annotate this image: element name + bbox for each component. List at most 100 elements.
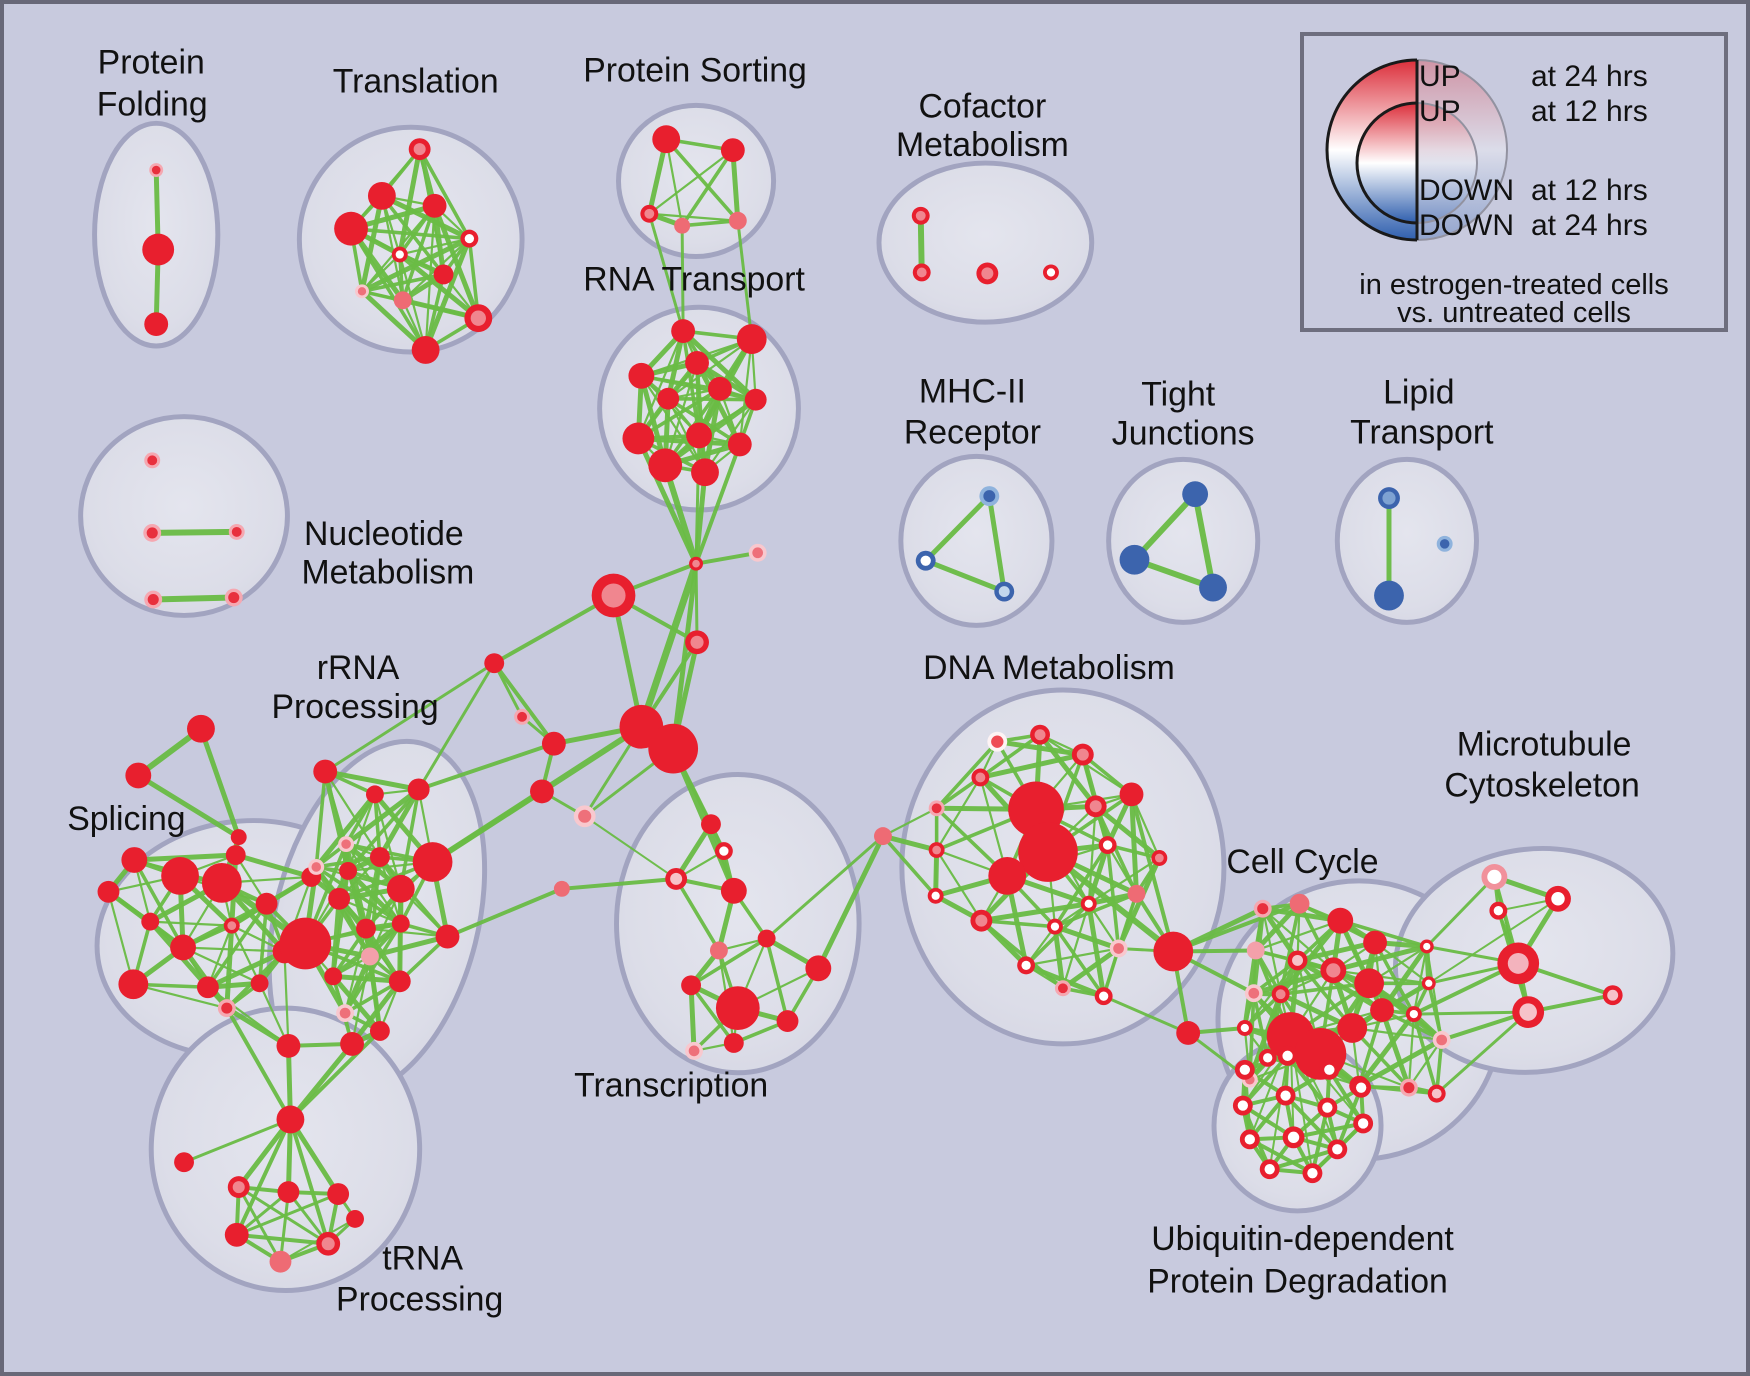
edge-rna_transport (636, 386, 722, 441)
edge-protein_sorting (648, 212, 739, 222)
edge-ubiquitin (1291, 1121, 1366, 1140)
edge-connectors (492, 593, 616, 666)
edge-dna (1093, 803, 1162, 861)
legend-time-label: at 24 hrs (1531, 209, 1648, 242)
link-connectors-rrna (417, 661, 496, 791)
gene-node-dna-8 (1018, 822, 1078, 882)
edge-rrna (313, 791, 378, 870)
edge-protein_sorting (648, 149, 734, 215)
edge-connectors (637, 560, 700, 731)
edge-cellcycle (1261, 907, 1282, 996)
edge-connectors (694, 550, 760, 566)
gene-node-core-ubiquitin-7 (1357, 1118, 1369, 1129)
gene-node-connectors-7 (1153, 931, 1194, 972)
gene-node-protein_sorting-3 (674, 217, 691, 234)
legend-direction-label: UP (1419, 60, 1461, 93)
gene-node-rna_transport-9 (648, 448, 683, 483)
gene-node-protein_folding-2 (144, 312, 169, 337)
gene-node-core-mhc2-2 (998, 586, 1010, 598)
gene-node-core-dna-10 (1089, 800, 1102, 813)
edge-dna (881, 807, 938, 838)
edge-dna (935, 848, 983, 922)
edge-dna (1093, 804, 1139, 896)
gene-node-rna_transport-4 (707, 376, 732, 401)
link-protein_sorting-rna_transport (680, 224, 685, 333)
cluster-label-rrna-1: Processing (271, 688, 438, 726)
edge-dna (1053, 924, 1106, 998)
gene-node-core-cellcycle-5 (1292, 954, 1303, 966)
gene-node-core-ubiquitin-12 (1307, 1167, 1318, 1179)
edge-transcription (689, 936, 769, 988)
legend-direction-label: DOWN (1419, 209, 1514, 242)
gene-node-core-translation-5 (395, 250, 404, 259)
gene-node-core-rrna-3 (341, 839, 351, 849)
edge-rrna (373, 792, 382, 859)
edge-rrna (377, 786, 422, 860)
edge-dna (979, 918, 1057, 929)
gene-node-rrna-18 (369, 1021, 390, 1041)
edge-translation (432, 203, 481, 321)
gene-node-core-dna-21 (1099, 991, 1109, 1001)
gene-node-dna-5 (874, 827, 892, 846)
gene-node-cellcycle-2 (1327, 907, 1354, 934)
link-transcription-dna (765, 834, 885, 941)
edge-trna (234, 1117, 293, 1237)
gene-node-core-ubiquitin-6 (1322, 1102, 1333, 1113)
edge-splicing_outliers (135, 773, 242, 840)
gene-node-core-ubiquitin-3 (1355, 1082, 1367, 1093)
cluster-shell-lipid (1334, 456, 1479, 625)
gene-node-core-cellcycle-11 (1263, 1053, 1273, 1063)
link-protein_sorting-rna_transport (736, 219, 754, 341)
edge-transcription (688, 982, 697, 1054)
gene-node-core-ubiquitin-10 (1332, 1144, 1343, 1155)
link-dna-connectors (1129, 792, 1176, 954)
link-cellcycle-microtubule (1435, 1010, 1530, 1096)
edge-translation (360, 253, 401, 293)
gene-node-core-connectors-10 (517, 711, 527, 722)
gene-node-core-cofactor-0 (915, 210, 926, 221)
gene-node-connectors-11 (541, 731, 566, 756)
edge-translation (360, 272, 446, 294)
gene-node-trna-4 (327, 1183, 350, 1205)
legend-time-label: at 12 hrs (1531, 95, 1648, 128)
edge-dna (934, 739, 1000, 811)
cluster-label-rna_transport-0: RNA Transport (583, 260, 805, 298)
gene-node-connectors-8 (1176, 1021, 1201, 1045)
edge-splicing (224, 1005, 291, 1049)
cluster-label-microtubule-0: Microtubule (1457, 726, 1632, 764)
gene-node-protein_sorting-4 (728, 211, 747, 230)
gene-node-dna-18 (1127, 884, 1146, 903)
edge-cellcycle (1251, 991, 1270, 1060)
gene-node-lipid-1 (1374, 580, 1404, 611)
legend-entry-up-24: UP at 24 hrs (1419, 58, 1648, 96)
cluster-label-dna-0: DNA Metabolism (923, 649, 1175, 687)
edge-splicing (107, 890, 135, 986)
gene-node-rrna-10 (279, 917, 332, 970)
edge-rna_transport (680, 328, 759, 403)
legend-entry-up-12: UP at 12 hrs (1419, 93, 1648, 131)
cluster-label-transcription-0: Transcription (574, 1067, 768, 1105)
edge-protein_sorting (665, 138, 684, 227)
edge-mhc2 (923, 493, 992, 564)
gene-node-core-microtubule-1 (1551, 892, 1565, 906)
gene-node-translation-2 (422, 193, 447, 218)
gene-node-core-cellcycle-20 (1403, 1082, 1415, 1094)
gene-node-core-lipid-2 (1439, 539, 1450, 549)
gene-node-core-mhc2-0 (983, 490, 996, 503)
edge-ubiquitin (1267, 1147, 1340, 1172)
edge-cellcycle (1379, 944, 1430, 1013)
gene-node-translation-1 (367, 181, 396, 210)
edge-splicing (224, 923, 235, 1011)
gene-node-transcription-5 (709, 941, 728, 960)
cluster-label-protein_folding-1: Folding (97, 85, 208, 123)
legend-time-label: at 24 hrs (1531, 60, 1648, 93)
gene-node-core-nucleotide-0 (147, 455, 158, 466)
gene-node-core-microtubule-3 (1507, 952, 1529, 974)
edge-trna (236, 1116, 293, 1190)
cluster-label-ubiquitin-0: Ubiquitin-dependent (1151, 1220, 1454, 1258)
gene-node-core-transcription-1 (719, 846, 729, 856)
link-trna-splicing (224, 1006, 293, 1122)
cluster-shell-cofactor (876, 160, 1095, 325)
gene-node-core-dna-6 (932, 845, 942, 855)
